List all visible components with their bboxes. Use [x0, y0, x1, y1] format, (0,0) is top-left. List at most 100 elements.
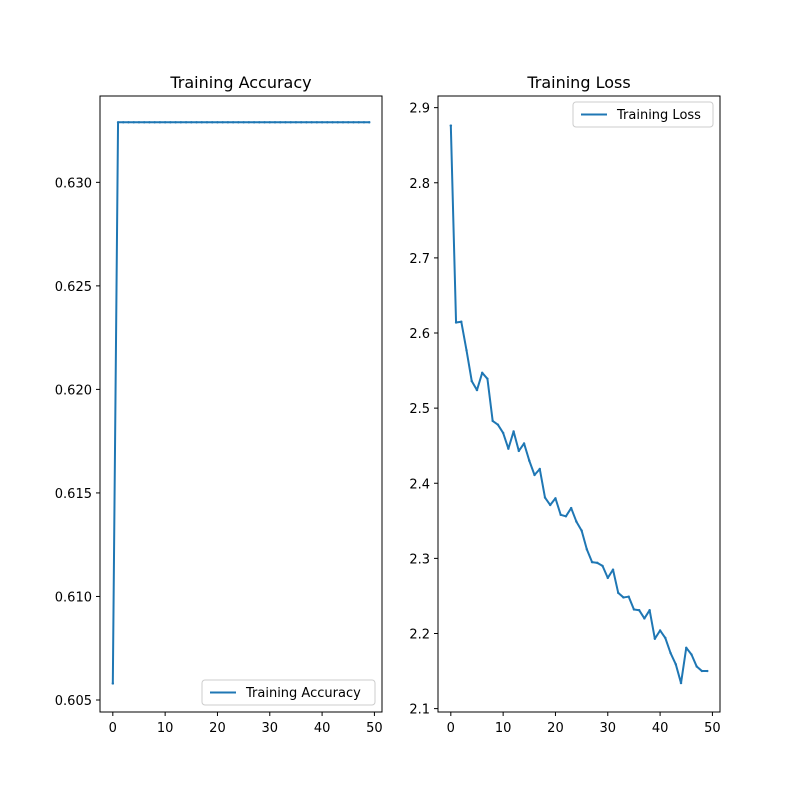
data-point: [362, 121, 366, 124]
data-point: [528, 459, 531, 462]
legend-box: [201, 679, 376, 706]
data-point: [533, 473, 536, 477]
data-point: [226, 121, 230, 124]
data-point: [601, 564, 604, 568]
data-point: [305, 121, 308, 124]
data-point: [501, 431, 505, 435]
data-point: [611, 568, 615, 571]
x-tick-label: 0: [109, 721, 117, 736]
data-point: [320, 121, 324, 124]
data-point: [507, 447, 510, 450]
y-tick-label: 2.2: [409, 627, 430, 642]
data-point: [454, 321, 458, 324]
series-layer: [449, 124, 709, 685]
data-point: [294, 121, 298, 124]
data-point: [700, 669, 704, 673]
data-point: [190, 121, 193, 124]
data-point: [674, 663, 677, 666]
data-point: [148, 121, 151, 124]
tick-layer: 0 10 20 30 40 50 0.605 0.610 0.615 0.620 0.625 0.63…: [55, 176, 383, 736]
data-point: [575, 520, 578, 523]
legend-label: Training Loss: [616, 108, 701, 123]
data-point: [522, 442, 526, 445]
data-point: [111, 682, 115, 685]
data-point: [247, 121, 251, 124]
data-point: [465, 349, 468, 352]
data-point: [596, 561, 599, 565]
data-point: [491, 419, 494, 423]
data-point: [559, 513, 562, 516]
data-point: [299, 121, 303, 124]
data-point: [460, 320, 463, 323]
data-point: [310, 121, 313, 124]
data-point: [347, 121, 350, 124]
data-point: [153, 121, 156, 124]
data-point: [643, 617, 646, 620]
data-point: [258, 121, 261, 124]
legend: Training Accuracy: [201, 679, 376, 706]
data-point: [326, 121, 329, 124]
data-point: [200, 121, 203, 124]
data-point: [622, 596, 625, 599]
data-point: [549, 503, 552, 507]
plot-frame: [99, 95, 383, 713]
y-tick-label: 0.605: [55, 694, 92, 709]
data-point: [357, 121, 360, 124]
data-point: [496, 423, 500, 426]
data-point: [617, 591, 620, 595]
x-tick-label: 0: [447, 721, 455, 736]
data-point: [184, 121, 188, 124]
data-point: [538, 467, 541, 471]
data-point: [174, 121, 177, 124]
data-point: [517, 449, 521, 453]
data-point: [664, 636, 667, 640]
data-point: [637, 609, 641, 612]
x-tick-label: 30: [600, 721, 617, 736]
data-point: [205, 121, 209, 124]
y-tick-label: 0.620: [55, 383, 92, 398]
data-point: [336, 121, 339, 124]
data-point: [475, 388, 479, 392]
chart-title: Training Loss: [526, 73, 630, 92]
data-point: [341, 121, 345, 124]
data-point: [263, 121, 266, 124]
data-point: [163, 121, 167, 124]
data-point: [242, 121, 245, 124]
data-point: [252, 121, 256, 124]
data-point: [679, 681, 683, 685]
data-point: [569, 506, 573, 510]
data-point: [685, 646, 688, 649]
data-point: [143, 121, 146, 124]
plot-frame: [437, 95, 721, 713]
data-point: [580, 529, 583, 532]
legend-label: Training Accuracy: [245, 686, 361, 701]
data-point: [273, 121, 277, 124]
data-point: [449, 124, 453, 127]
data-point: [315, 121, 319, 124]
data-point: [284, 121, 287, 124]
x-tick-label: 20: [209, 721, 226, 736]
data-point: [632, 608, 636, 611]
data-point: [231, 121, 235, 124]
y-tick-label: 2.7: [409, 252, 430, 267]
x-tick-label: 50: [704, 721, 721, 736]
data-point: [289, 121, 292, 124]
data-point: [512, 430, 515, 433]
data-point: [653, 637, 657, 640]
data-point: [606, 576, 609, 580]
data-point: [127, 121, 130, 124]
y-tick-label: 2.5: [409, 402, 430, 417]
data-point: [690, 653, 693, 656]
series-layer: [111, 121, 371, 685]
data-point: [211, 121, 214, 124]
chart-title: Training Accuracy: [169, 73, 311, 92]
data-point: [564, 515, 568, 518]
data-point: [695, 665, 698, 668]
x-tick-label: 30: [262, 721, 279, 736]
data-point: [137, 121, 141, 124]
data-point: [179, 121, 183, 124]
data-point: [237, 121, 240, 124]
x-tick-label: 40: [314, 721, 331, 736]
data-point: [367, 121, 371, 124]
